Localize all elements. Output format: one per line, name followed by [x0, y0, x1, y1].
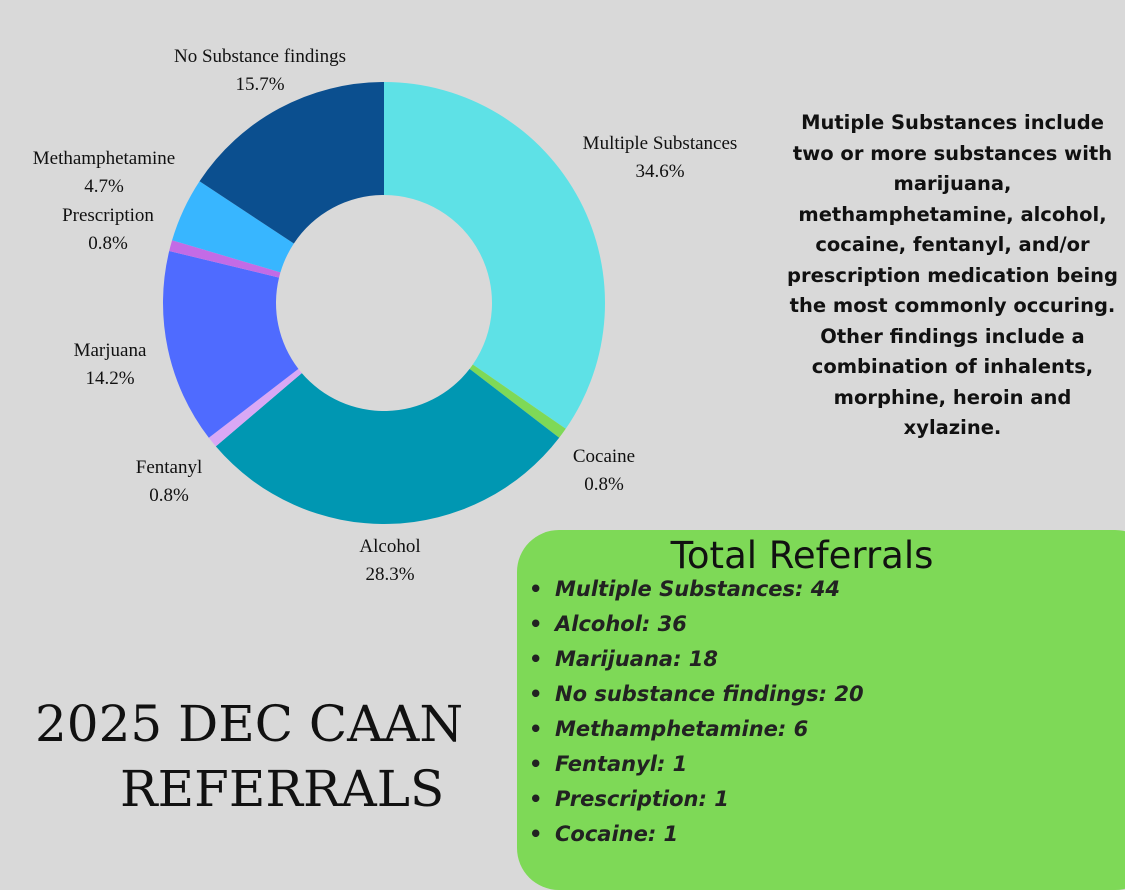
totals-item: Methamphetamine: 6 [529, 712, 864, 747]
title-line: REFERRALS [120, 760, 445, 818]
value-label: 4.7% [84, 176, 124, 197]
category-label: Fentanyl [136, 457, 203, 478]
totals-item: Prescription: 1 [529, 782, 864, 817]
totals-item: Marijuana: 18 [529, 642, 864, 677]
donut-segment [163, 251, 299, 438]
value-label: 0.8% [149, 485, 189, 506]
donut-segment [384, 82, 605, 429]
page: {"chart_data": {"type": "donut", "catego… [0, 0, 1125, 867]
category-label: Methamphetamine [33, 148, 175, 169]
totals-item: Cocaine: 1 [529, 817, 864, 852]
donut-chart: Multiple Substances 34.6% Cocaine 0.8% Alcoh… [33, 46, 738, 585]
totals-item: No substance findings: 20 [529, 677, 864, 712]
title-line: 2025 DEC CAAN [35, 695, 464, 753]
value-label: 15.7% [235, 74, 284, 95]
value-label: 28.3% [365, 564, 414, 585]
category-label: Marjuana [74, 340, 147, 361]
donut-segment [469, 364, 566, 438]
value-label: 0.8% [88, 233, 128, 254]
donut-segment [208, 368, 302, 447]
donut-segment [199, 82, 384, 244]
category-label: Alcohol [359, 536, 420, 557]
donut-segment [172, 181, 294, 273]
value-label: 0.8% [584, 474, 624, 495]
category-label: No Substance findings [174, 46, 346, 67]
donut-segment [215, 368, 560, 524]
category-label: Prescription [62, 205, 154, 226]
note: Mutiple Substances include two or more s… [787, 111, 1118, 439]
value-label: 34.6% [635, 161, 684, 182]
totals-item: Fentanyl: 1 [529, 747, 864, 782]
category-label: Cocaine [573, 446, 635, 467]
totals-item: Multiple Substances: 44 [529, 572, 864, 607]
totals-title: Total Referrals [670, 534, 934, 577]
category-label: Multiple Substances [583, 133, 738, 154]
totals-item: Alcohol: 36 [529, 607, 864, 642]
value-label: 14.2% [85, 368, 134, 389]
donut-segment [169, 240, 281, 278]
totals-box: Total Referrals Multiple Substances: 44A… [517, 530, 1125, 890]
totals-list: Multiple Substances: 44Alcohol: 36Mariju… [529, 572, 864, 852]
